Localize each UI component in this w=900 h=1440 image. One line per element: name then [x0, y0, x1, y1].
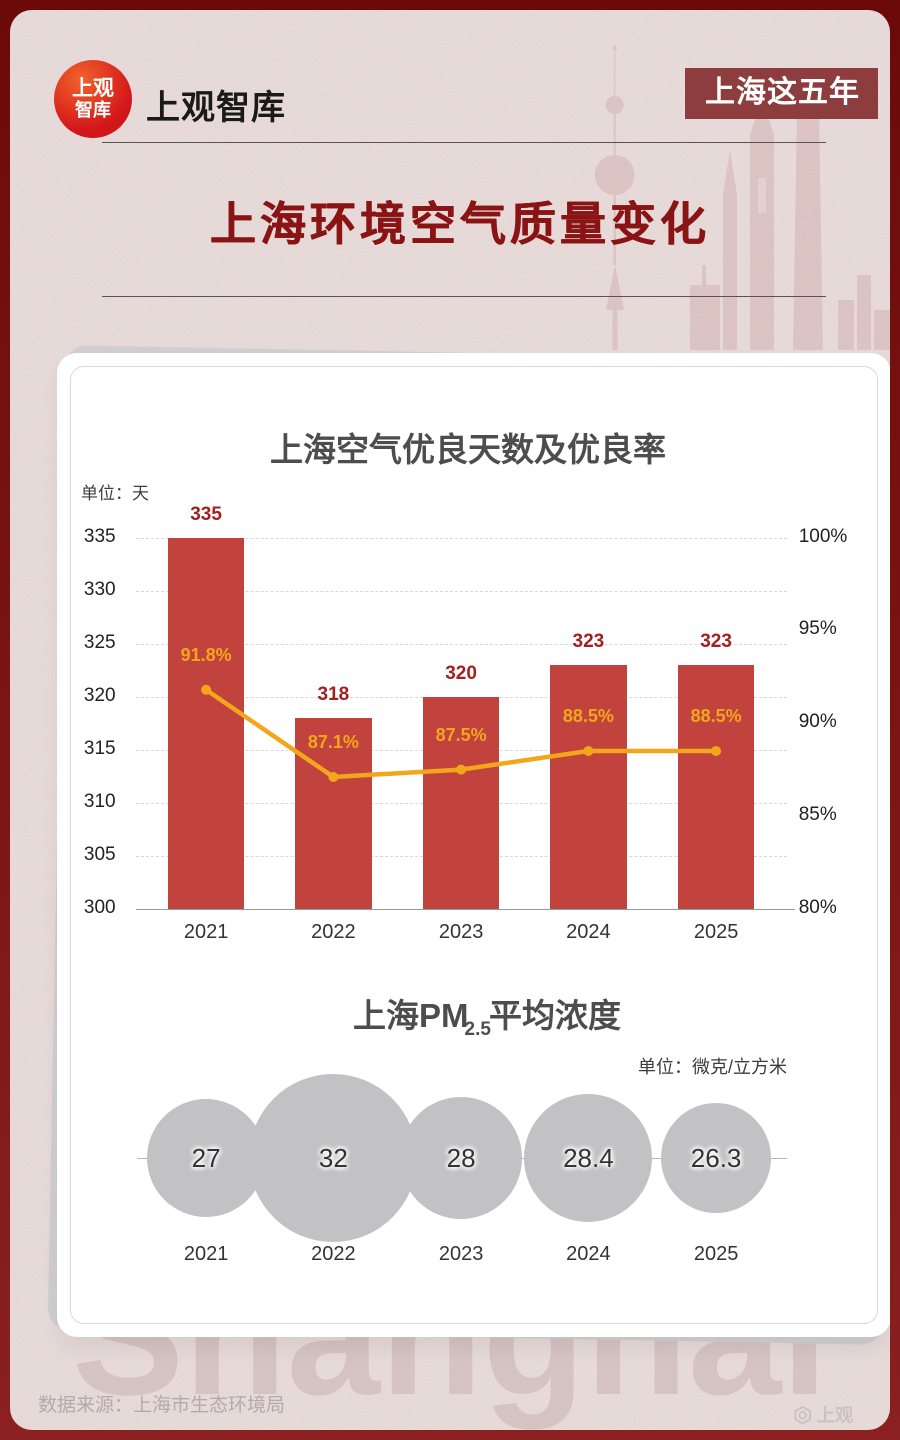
svg-text:上观: 上观: [816, 1405, 853, 1426]
svg-text:上观: 上观: [72, 77, 114, 100]
